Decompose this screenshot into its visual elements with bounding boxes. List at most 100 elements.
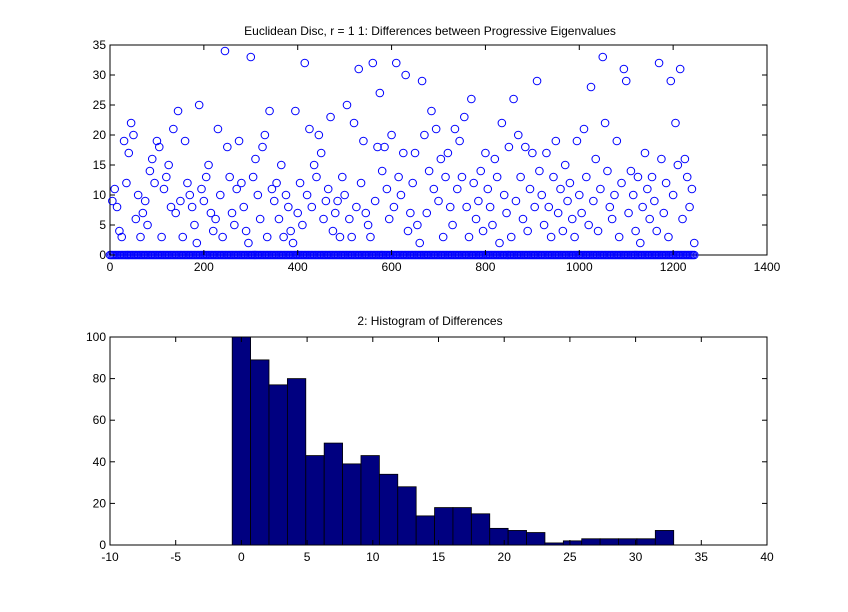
scatter-point [469, 178, 478, 188]
scatter-point [213, 124, 223, 134]
scatter-point [452, 184, 462, 194]
scatter-point [342, 100, 352, 110]
scatter-point [267, 184, 277, 194]
scatter-point [307, 202, 317, 212]
scatter-point [652, 226, 662, 236]
scatter-point [143, 220, 152, 230]
scatter-point [403, 226, 413, 236]
scatter-point [626, 166, 636, 176]
scatter-point [171, 208, 180, 218]
scatter-point [333, 196, 342, 206]
scatter-point [535, 166, 544, 176]
scatter-point [251, 154, 260, 164]
scatter-y-tick-label: 25 [93, 98, 107, 112]
histogram-plot: 2: Histogram of Differences -10 -5 0 5 10 15 2… [86, 314, 774, 564]
scatter-point [567, 214, 577, 224]
scatter-point [661, 178, 671, 188]
scatter-x-tick-label: 0 [107, 260, 114, 274]
histogram-bar [489, 527, 509, 546]
scatter-point [255, 214, 265, 224]
scatter-point [544, 202, 554, 212]
scatter-point [239, 202, 249, 212]
scatter-point [377, 166, 387, 176]
scatter-point [232, 184, 242, 194]
histogram-bar [342, 463, 362, 546]
scatter-point [589, 196, 598, 206]
scatter-point [506, 232, 516, 242]
scatter-axes-box [109, 44, 768, 256]
scatter-y-tick-label: 30 [93, 68, 107, 82]
scatter-point [596, 184, 605, 194]
scatter-point [657, 154, 666, 164]
scatter-point [316, 148, 326, 158]
scatter-point [396, 190, 406, 200]
scatter-point [291, 106, 300, 116]
scatter-points [105, 46, 699, 260]
scatter-point [281, 190, 291, 200]
scatter-point [361, 208, 371, 218]
scatter-point [166, 202, 176, 212]
scatter-point [549, 172, 558, 182]
scatter-point [408, 178, 417, 188]
scatter-point [441, 172, 450, 182]
scatter-point [185, 190, 195, 200]
scatter-point [284, 202, 293, 212]
scatter-title: Euclidean Disc, r = 1 1: Differences bet… [244, 24, 616, 38]
scatter-point [678, 214, 687, 224]
scatter-point [230, 220, 239, 230]
histogram-x-tick-label: -10 [101, 550, 119, 564]
scatter-point [145, 166, 155, 176]
scatter-point [467, 94, 476, 104]
scatter-point [258, 142, 267, 152]
scatter-point [253, 190, 263, 200]
scatter-y-tick-label: 20 [93, 128, 107, 142]
scatter-point [354, 64, 364, 74]
scatter-point [309, 160, 319, 170]
scatter-x-tick-label: 1200 [660, 260, 687, 274]
scatter-point [579, 124, 589, 134]
scatter-y-tick-label: 15 [93, 158, 107, 172]
scatter-point [133, 190, 143, 200]
scatter-point [356, 178, 366, 188]
scatter-point [518, 214, 528, 224]
histogram-x-tick-label: 30 [629, 550, 643, 564]
scatter-point [523, 226, 532, 236]
scatter-point [574, 190, 584, 200]
scatter-point [124, 148, 134, 158]
scatter-point [666, 76, 676, 86]
scatter-point [462, 202, 471, 212]
scatter-point [340, 190, 349, 200]
histogram-y-tick-label: 60 [93, 413, 107, 427]
scatter-point [223, 142, 232, 152]
scatter-point [183, 178, 192, 188]
scatter-point [619, 64, 629, 74]
scatter-point [525, 184, 535, 194]
scatter-point [136, 232, 145, 242]
scatter-point [455, 136, 464, 146]
scatter-point [204, 160, 213, 170]
scatter-point [112, 202, 122, 212]
histogram-y-tick-label: 20 [93, 496, 107, 510]
scatter-x-tick-label: 600 [382, 260, 402, 274]
scatter-point [521, 142, 530, 152]
scatter-point [314, 130, 324, 140]
scatter-point [401, 70, 410, 80]
scatter-point [406, 208, 415, 218]
scatter-point [680, 154, 690, 164]
scatter-point [424, 166, 434, 176]
histogram-x-tick-label: -5 [170, 550, 181, 564]
scatter-point [450, 124, 460, 134]
scatter-point [542, 148, 551, 158]
scatter-point [635, 238, 645, 248]
scatter-point [607, 214, 617, 224]
scatter-point [302, 190, 312, 200]
scatter-x-tick-label: 400 [288, 260, 308, 274]
scatter-point [159, 184, 169, 194]
scatter-point [497, 118, 507, 128]
scatter-point [481, 148, 490, 158]
scatter-point [560, 160, 570, 170]
histogram-bar [618, 538, 638, 546]
scatter-point [457, 172, 467, 182]
scatter-point [600, 118, 610, 128]
histogram-bar [323, 442, 343, 546]
